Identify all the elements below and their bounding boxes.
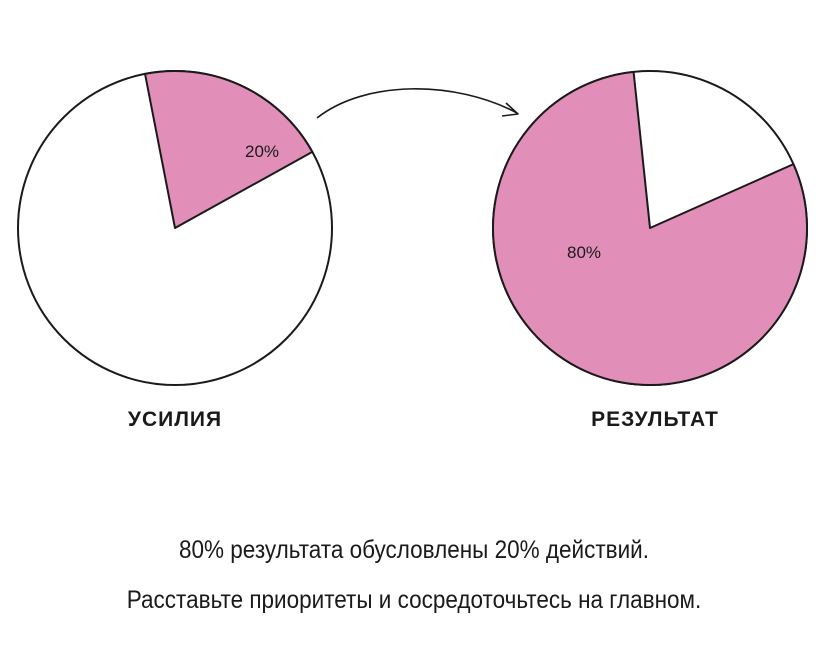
slice-label-efforts: 20%: [245, 142, 279, 161]
slice-label-result: 80%: [567, 243, 601, 262]
pie-title-result: РЕЗУЛЬТАТ: [591, 408, 719, 431]
pie-slice-efforts: [144, 69, 314, 229]
pie-chart-efforts: 20%: [17, 69, 333, 386]
pie-slice-result: [492, 70, 808, 386]
pie-title-efforts: УСИЛИЯ: [127, 408, 223, 431]
caption-line-2: Расставьте приоритеты и сосредоточьтесь …: [126, 586, 702, 614]
curved-arrow-icon: [316, 88, 519, 119]
caption-line-1: 80% результата обусловлены 20% действий.: [179, 536, 649, 564]
pie-chart-result: 80%: [492, 70, 808, 386]
